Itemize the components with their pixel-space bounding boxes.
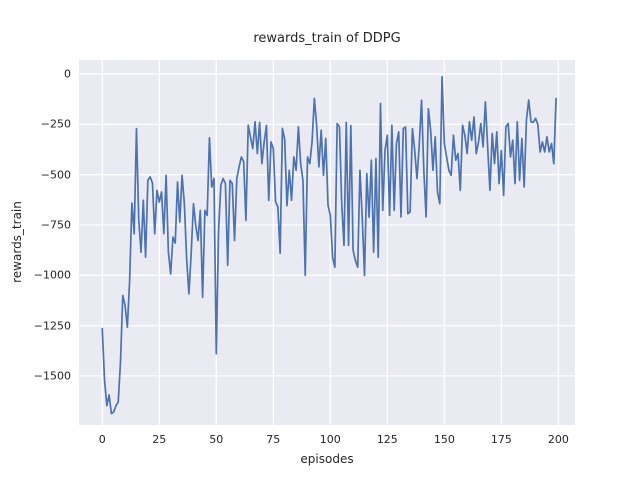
x-tick-label: 0 [98, 433, 106, 446]
x-tick-label: 175 [490, 433, 512, 446]
x-tick-label: 100 [319, 433, 341, 446]
x-tick-label: 200 [547, 433, 569, 446]
x-tick-label: 25 [152, 433, 167, 446]
chart-title: rewards_train of DDPG [253, 31, 401, 46]
y-tick-label: 0 [64, 67, 71, 81]
y-axis-label: rewards_train [10, 201, 24, 283]
y-tick-label: −1000 [33, 268, 71, 282]
y-tick-label: −1250 [33, 319, 71, 333]
x-tick-label: 50 [209, 433, 224, 446]
x-tick-label: 125 [376, 433, 398, 446]
plot-svg [79, 60, 575, 425]
y-tick-label: −500 [40, 168, 71, 182]
y-tick-label: −250 [40, 117, 71, 131]
plot-area [79, 60, 575, 425]
rewards-line [101, 75, 557, 415]
y-tick-label: −750 [40, 218, 71, 232]
x-tick-label: 150 [433, 433, 455, 446]
x-axis-label: episodes [300, 452, 354, 466]
y-tick-label: −1500 [33, 369, 71, 383]
x-tick-label: 75 [266, 433, 281, 446]
